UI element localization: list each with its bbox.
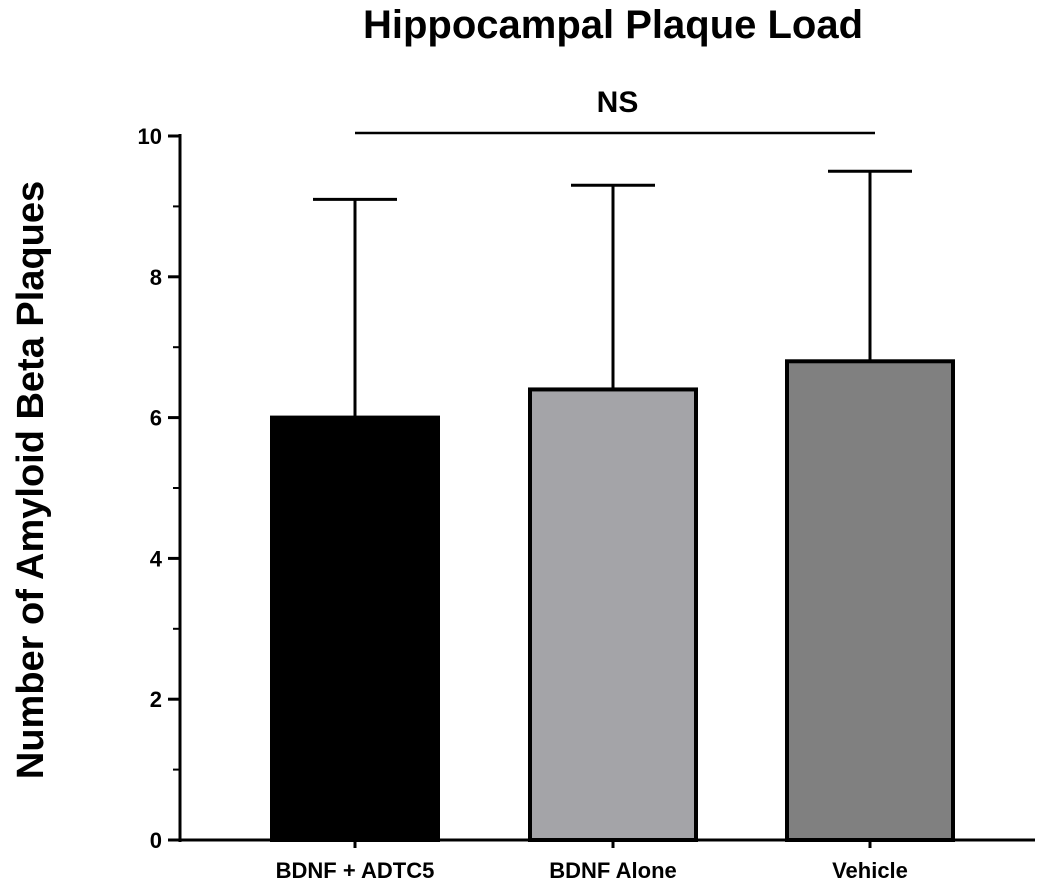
y-tick-label: 6	[150, 406, 162, 431]
plot-area: BDNF + ADTC5 BDNF Alone Vehicle 0 2 4 6 8 10 NS	[138, 86, 1035, 883]
chart-title: Hippocampal Plaque Load	[363, 3, 863, 47]
bar	[785, 359, 955, 842]
x-tick-label: BDNF Alone	[549, 858, 677, 883]
bar	[270, 415, 440, 842]
y-tick-label: 10	[138, 124, 162, 149]
bar	[528, 387, 698, 842]
y-axis-label: Number of Amyloid Beta Plaques	[10, 181, 52, 779]
y-tick-label: 8	[150, 265, 162, 290]
significance-label: NS	[597, 86, 639, 119]
y-tick-label: 0	[150, 828, 162, 853]
y-tick-label: 2	[150, 687, 162, 712]
y-tick-label: 4	[150, 546, 163, 571]
x-tick-label: BDNF + ADTC5	[276, 858, 435, 883]
x-tick-label: Vehicle	[832, 858, 908, 883]
